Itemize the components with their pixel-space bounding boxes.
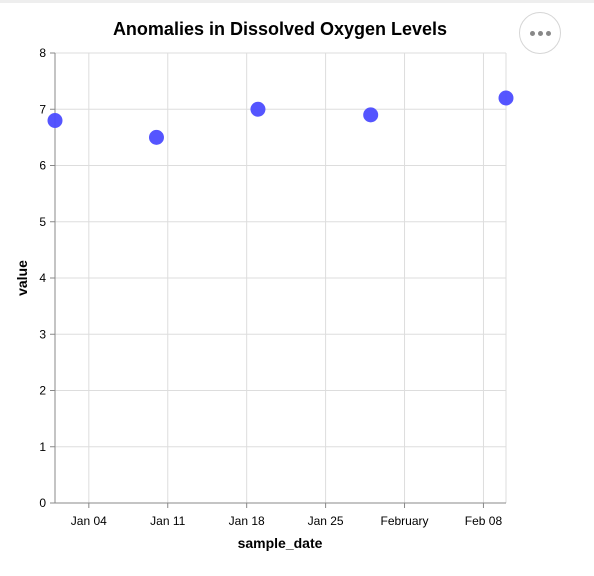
y-tick-label: 0 [39,496,46,510]
y-tick-label: 6 [39,159,46,173]
y-axis-title: value [14,260,30,296]
y-tick-label: 7 [39,102,46,116]
data-point [250,101,266,117]
y-tick-label: 1 [39,440,46,454]
y-tick-label: 8 [39,46,46,60]
ellipsis-icon [529,30,535,36]
top-border [0,0,594,3]
x-tick-label: Jan 25 [308,514,344,528]
actions-menu-button[interactable] [519,12,561,54]
x-tick-label: Feb 08 [465,514,503,528]
x-tick-label: Jan 18 [229,514,265,528]
tick-labels: 0 1 2 3 4 5 6 7 8 Jan 04 Jan 11 Jan 18 Jan 25 Februar… [39,46,502,528]
y-tick-label: 4 [39,271,46,285]
data-point [498,90,514,106]
grid-lines [55,52,507,504]
y-tick-label: 2 [39,384,46,398]
axes [50,52,506,508]
data-point [47,113,63,128]
ellipsis-icon [537,30,543,36]
data-point [148,129,164,145]
x-tick-label: Jan 11 [150,514,185,528]
y-tick-label: 3 [39,327,46,341]
x-tick-label: February [381,514,429,528]
y-tick-label: 5 [39,215,46,229]
data-point [363,107,379,123]
data-points [47,90,514,145]
x-axis-title: sample_date [238,535,323,551]
chart-title: Anomalies in Dissolved Oxygen Levels [113,19,447,39]
x-tick-label: Jan 04 [71,514,107,528]
ellipsis-icon [545,30,551,36]
